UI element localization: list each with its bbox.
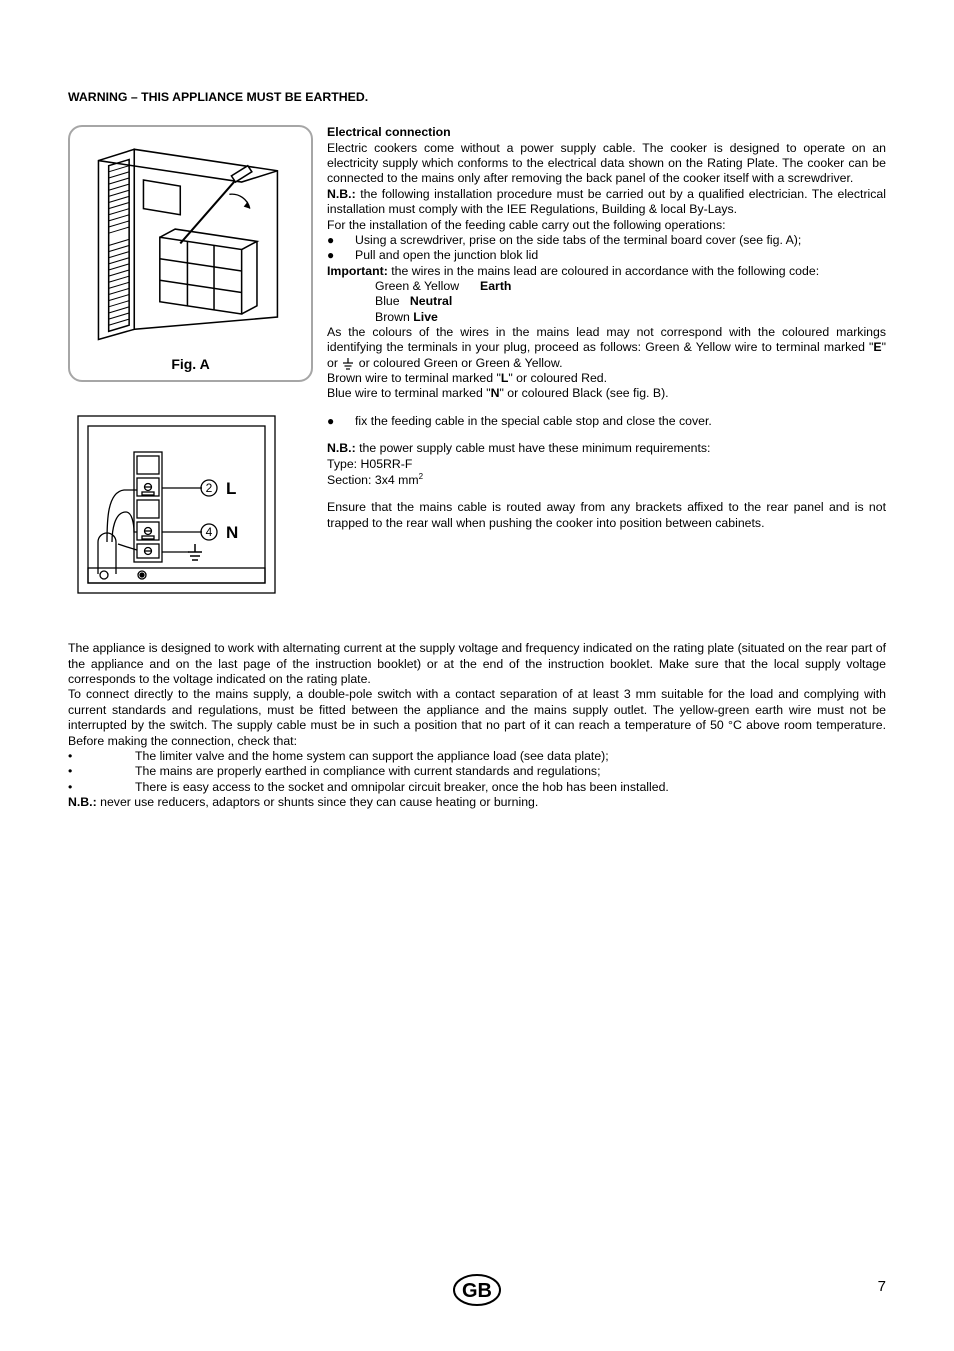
figb-label-n: N [226,523,238,542]
figb-label-l: L [226,479,236,498]
list-item: There is easy access to the socket and o… [68,780,886,795]
wire-row: Blue Neutral [375,294,886,309]
figure-a: Fig. A [68,125,313,382]
important-paragraph: Important: the wires in the mains lead a… [327,264,886,279]
lower-para2: To connect directly to the mains supply,… [68,687,886,748]
install-steps-list: Using a screwdriver, prise on the side t… [327,233,886,264]
cable-type: Type: H05RR-F [327,457,886,472]
text-column: Electrical connection Electric cookers c… [327,125,886,601]
nb1-paragraph: N.B.: the following installation procedu… [327,187,886,218]
list-item: Using a screwdriver, prise on the side t… [327,233,886,248]
earth-icon [341,357,355,371]
wire-row: Brown Live [375,310,886,325]
section-heading: Electrical connection [327,125,886,140]
colours-paragraph: As the colours of the wires in the mains… [327,325,886,371]
warning-heading: WARNING – THIS APPLIANCE MUST BE EARTHED… [68,90,886,105]
routing-paragraph: Ensure that the mains cable is routed aw… [327,500,886,531]
nb2-paragraph: N.B.: the power supply cable must have t… [327,441,886,456]
figure-a-label: Fig. A [78,356,303,374]
svg-text:GB: GB [462,1280,492,1302]
figure-a-illustration [78,135,303,350]
cable-section: Section: 3x4 mm2 [327,472,886,488]
wire-code-table: Green & YellowEarth Blue Neutral Brown L… [375,279,886,325]
list-item: The mains are properly earthed in compli… [68,764,886,779]
list-item: The limiter valve and the home system ca… [68,749,886,764]
feed-intro: For the installation of the feeding cabl… [327,218,886,233]
lower-para1: The appliance is designed to work with a… [68,641,886,687]
figure-b-illustration: 2 L 4 N [74,412,279,597]
brown-wire-line: Brown wire to terminal marked "L" or col… [327,371,886,386]
page-number: 7 [878,1278,886,1297]
lower-text-block: The appliance is designed to work with a… [68,641,886,810]
figures-column: Fig. A [68,125,313,601]
check-list: The limiter valve and the home system ca… [68,749,886,795]
fix-cable-list: fix the feeding cable in the special cab… [327,414,886,429]
two-column-layout: Fig. A [68,125,886,601]
intro-paragraph: Electric cookers come without a power su… [327,141,886,187]
figb-marker-2: 2 [206,481,213,495]
list-item: Pull and open the junction blok lid [327,248,886,263]
list-item: fix the feeding cable in the special cab… [327,414,886,429]
nb3-paragraph: N.B.: never use reducers, adaptors or sh… [68,795,886,810]
country-badge: GB [452,1273,502,1307]
wire-row: Green & YellowEarth [375,279,886,294]
blue-wire-line: Blue wire to terminal marked "N" or colo… [327,386,886,401]
figb-marker-4: 4 [206,525,213,539]
